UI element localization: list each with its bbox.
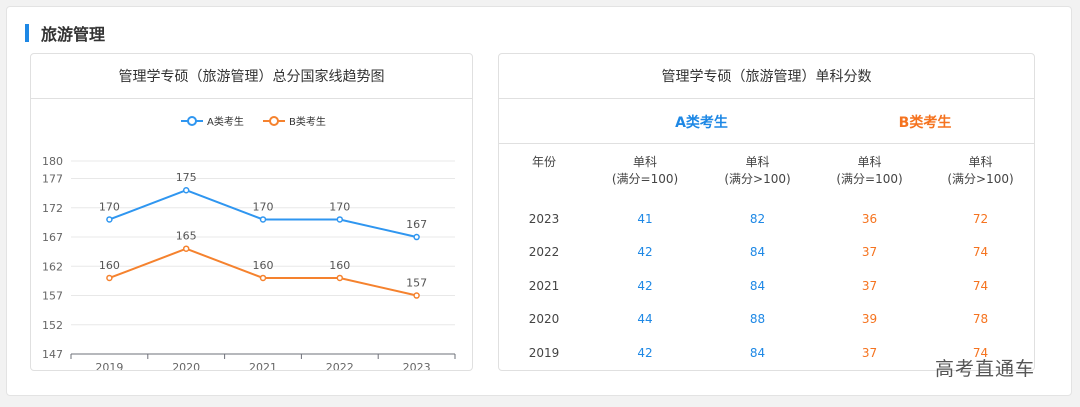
legend-label: A类考生 — [207, 115, 244, 128]
table-row: 2022 42 84 37 74 — [499, 236, 1034, 270]
data-label: 175 — [176, 171, 197, 184]
score-cell: 84 — [749, 278, 766, 293]
score-cell: 42 — [637, 245, 653, 260]
y-tick-label: 167 — [42, 231, 63, 244]
data-label: 160 — [253, 259, 274, 272]
year-cell: 2019 — [528, 345, 560, 360]
group-header-row: A类考生 B类考生 — [499, 99, 1034, 144]
y-tick-label: 162 — [42, 260, 63, 273]
section-header: 旅游管理 — [25, 23, 106, 44]
score-cell: 82 — [749, 211, 766, 226]
data-point — [182, 245, 190, 252]
year-cell: 2021 — [528, 278, 560, 293]
score-cell: 44 — [637, 312, 653, 327]
section-title: 旅游管理 — [41, 25, 106, 44]
data-point — [259, 274, 267, 282]
legend-swatch-marker — [187, 116, 197, 126]
year-cell: 2020 — [528, 312, 560, 327]
scores-card: 管理学专硕（旅游管理）单科分数 A类考生 B类考生 年份 单科 (满分=100) … — [498, 53, 1035, 371]
table-row: 2019 42 84 37 74 — [499, 336, 1034, 370]
data-point — [106, 216, 113, 223]
section-accent-bar — [25, 24, 29, 42]
y-tick-label: 152 — [42, 319, 63, 332]
group-a-label: A类考生 — [675, 114, 728, 131]
column-header: 单科 (满分=100) — [836, 155, 903, 186]
y-tick-label: 177 — [42, 173, 63, 186]
trend-chart-card: 管理学专硕（旅游管理）总分国家线趋势图 147 152 157 162 167 172 17… — [30, 53, 473, 371]
data-label: 170 — [253, 200, 274, 213]
column-header: 单科 (满分>100) — [947, 155, 1014, 186]
year-cell: 2022 — [528, 245, 560, 260]
y-tick-label: 147 — [42, 348, 63, 361]
score-cell: 72 — [972, 211, 989, 226]
score-cell: 41 — [637, 211, 653, 226]
data-label: 160 — [99, 259, 120, 272]
score-cell: 39 — [861, 312, 878, 327]
chart-card-title: 管理学专硕（旅游管理）总分国家线趋势图 — [31, 54, 472, 99]
y-tick-label: 172 — [42, 202, 63, 215]
watermark: 高考直通车 — [935, 358, 1036, 380]
score-cell: 74 — [972, 278, 989, 293]
data-label: 157 — [406, 277, 427, 290]
score-cell: 42 — [637, 278, 653, 293]
data-label: 160 — [329, 259, 350, 272]
data-label: 165 — [176, 230, 197, 243]
year-column-header: 年份 — [531, 155, 556, 169]
score-cell: 74 — [972, 345, 989, 360]
legend-label: B类考生 — [289, 115, 326, 128]
score-cell: 88 — [749, 312, 766, 327]
column-header: 单科 (满分=100) — [611, 155, 679, 186]
series-line-0 — [109, 189, 417, 239]
data-point — [336, 274, 344, 282]
series-line-1 — [109, 247, 417, 297]
data-point — [413, 233, 420, 241]
table-row: 2021 42 84 37 74 — [499, 269, 1034, 303]
data-point — [259, 216, 267, 223]
score-cell: 84 — [749, 345, 766, 360]
x-tick-label: 2020 — [172, 361, 200, 371]
x-tick-label: 2022 — [326, 361, 354, 371]
column-header: 单科 (满分>100) — [724, 155, 791, 186]
score-cell: 74 — [972, 245, 989, 260]
y-tick-label: 157 — [42, 290, 63, 303]
x-tick-label: 2019 — [95, 361, 123, 371]
table-row: 2020 44 88 39 78 — [499, 303, 1034, 337]
score-cell: 37 — [861, 345, 878, 360]
table-row: 2023 41 82 36 72 — [499, 202, 1034, 236]
score-cell: 84 — [749, 245, 766, 260]
data-point — [336, 216, 344, 223]
x-tick-label: 2023 — [403, 361, 431, 371]
scores-table: 年份 单科 (满分=100) 单科 (满分>100) 单科 (满分=100) 单科 (满… — [499, 152, 1034, 370]
y-tick-label: 180 — [42, 155, 63, 168]
score-cell: 37 — [861, 245, 878, 260]
x-tick-label: 2021 — [249, 361, 277, 371]
data-point — [413, 292, 420, 299]
score-cell: 42 — [637, 345, 653, 360]
score-cell: 37 — [861, 278, 878, 293]
data-label: 170 — [99, 200, 120, 213]
year-cell: 2023 — [528, 211, 560, 226]
data-point — [106, 274, 113, 282]
score-cell: 36 — [861, 211, 878, 226]
group-b-label: B类考生 — [898, 114, 952, 131]
scores-card-title: 管理学专硕（旅游管理）单科分数 — [499, 54, 1034, 99]
legend-swatch-marker — [269, 116, 279, 126]
data-label: 167 — [406, 218, 427, 231]
table-header-row: 年份 单科 (满分=100) 单科 (满分>100) 单科 (满分=100) 单科 (满… — [499, 152, 1034, 202]
trend-line-chart: 147 152 157 162 167 172 177 180 2019 2020 2021 2022… — [42, 115, 456, 371]
data-point — [182, 186, 190, 194]
data-label: 170 — [329, 200, 350, 213]
score-cell: 78 — [972, 312, 989, 327]
